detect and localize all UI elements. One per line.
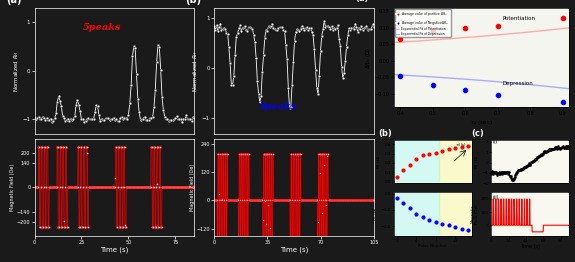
Y-axis label: $R_H$ ($\Omega$): $R_H$ ($\Omega$) (372, 207, 380, 221)
Text: (c): (c) (472, 129, 484, 138)
Point (425, 151, 434, 156)
Text: 5peaks: 5peaks (259, 102, 297, 111)
Bar (393, 137, 439, 181)
Text: (b): (b) (185, 0, 201, 5)
Point (412, 212, 421, 216)
Point (451, 146, 460, 150)
Point (412, 157, 421, 161)
Text: $\tau_d$ (s): $\tau_d$ (s) (455, 141, 467, 149)
Point (398, 168, 408, 172)
Y-axis label: $\Delta R_H$ ($\Omega$): $\Delta R_H$ ($\Omega$) (364, 46, 373, 69)
Y-axis label: Normalized $R_H$: Normalized $R_H$ (191, 50, 200, 91)
Y-axis label: Magnetic
Field (Oe): Magnetic Field (Oe) (470, 204, 479, 224)
X-axis label: Pulse Number: Pulse Number (418, 244, 447, 248)
Y-axis label: Magnetic Field (Oe): Magnetic Field (Oe) (190, 164, 195, 211)
Point (438, 149, 447, 153)
Point (431, 220, 440, 224)
Point (405, 163, 415, 167)
Point (444, 223, 454, 227)
Text: (i): (i) (493, 139, 498, 144)
Text: (a): (a) (355, 0, 368, 3)
X-axis label: Time (s): Time (s) (520, 244, 540, 249)
Y-axis label: Magnetic Field (Oe): Magnetic Field (Oe) (10, 164, 16, 211)
Text: Potentiation: Potentiation (503, 16, 535, 21)
Point (418, 153, 427, 157)
Text: (b): (b) (378, 129, 392, 138)
Point (464, 228, 473, 232)
Point (398, 201, 408, 206)
Point (457, 145, 466, 149)
Text: (ii): (ii) (493, 195, 499, 200)
Point (392, 175, 401, 179)
Point (451, 225, 460, 229)
Point (438, 222, 447, 226)
Text: (a): (a) (6, 0, 21, 5)
Point (425, 217, 434, 222)
Point (464, 144, 473, 148)
Text: 5peaks: 5peaks (82, 23, 121, 32)
Point (405, 206, 415, 210)
Y-axis label: Normalized $R_H$: Normalized $R_H$ (12, 50, 21, 91)
Bar (439, 190, 472, 234)
Point (457, 226, 466, 231)
Text: Depression: Depression (503, 81, 533, 86)
Point (444, 147, 454, 151)
Y-axis label: $R_H$ ($\Omega$): $R_H$ ($\Omega$) (375, 154, 383, 169)
Point (418, 215, 427, 219)
Point (431, 151, 440, 155)
X-axis label: Time (s): Time (s) (279, 246, 308, 253)
X-axis label: $\tau_d$ (sec): $\tau_d$ (sec) (470, 118, 493, 127)
Point (392, 196, 401, 200)
Legend: Average value of positive $\Delta R_H$, Average value of Negative $\Delta R_H$, : Average value of positive $\Delta R_H$, … (395, 9, 451, 37)
X-axis label: Time (s): Time (s) (100, 246, 129, 253)
Bar (439, 137, 472, 181)
Bar (393, 190, 439, 234)
Y-axis label: $R_H$ ($\Omega$): $R_H$ ($\Omega$) (473, 154, 481, 169)
